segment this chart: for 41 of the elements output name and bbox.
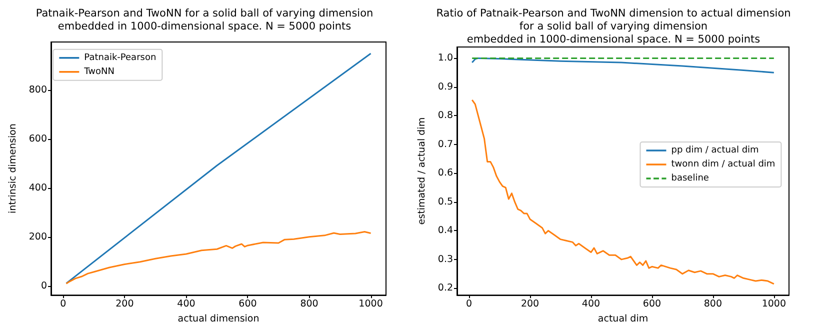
x-axis-title: actual dim	[598, 314, 648, 324]
legend-label: TwoNN	[83, 66, 115, 77]
x-tick-label: 800	[704, 298, 722, 310]
y-tick-label: 0.2	[438, 282, 454, 294]
legend-label: pp dim / actual dim	[671, 146, 759, 156]
legend-label: baseline	[671, 174, 710, 184]
line-series	[471, 57, 775, 74]
y-tick-label: 0	[40, 280, 48, 292]
x-tick-label: 1000	[358, 298, 383, 310]
y-tick-label: 0.6	[438, 168, 454, 179]
y-tick-label: 400	[28, 182, 48, 194]
y-tick-label: 600	[28, 134, 48, 145]
x-tick-label: 400	[177, 298, 196, 310]
y-tick-label: 800	[28, 84, 48, 96]
x-tick-label: 600	[642, 298, 662, 310]
x-tick-label: 1000	[762, 298, 786, 310]
y-axis-title: estimated / actual dim	[416, 117, 428, 225]
x-tick-label: 600	[238, 298, 257, 310]
x-tick-label: 200	[520, 298, 540, 310]
y-tick-label: 0.7	[438, 138, 454, 150]
line-series	[66, 52, 372, 284]
line-series	[66, 231, 372, 284]
x-tick-label: 0	[466, 298, 472, 310]
y-tick-label: 0.4	[438, 225, 454, 236]
x-tick-label: 800	[300, 298, 318, 310]
x-axis-title: actual dimension	[178, 314, 260, 324]
y-tick-label: 1.0	[438, 52, 454, 64]
y-tick-label: 0.8	[438, 110, 454, 122]
x-tick-label: 200	[116, 298, 134, 310]
y-tick-label: 0.9	[438, 81, 454, 92]
chart-title: Patnaik-Pearson and TwoNN for a solid ball of varying dimension embedded in 1000-dimensional space. N = 5000 points	[36, 8, 374, 32]
y-axis-title: intrinsic dimension	[8, 124, 18, 214]
y-tick-label: 200	[28, 231, 48, 242]
x-tick-label: 400	[582, 298, 600, 310]
x-tick-label: 0	[60, 298, 66, 310]
y-tick-label: 0.5	[438, 196, 454, 208]
line-series	[471, 99, 775, 285]
chart-title: Ratio of Patnaik-Pearson and TwoNN dimension to actual dimension for a solid ball of varying dimension embedded in 1000-dimensional space. N = 5000 points	[436, 8, 791, 46]
legend-label: Patnaik-Pearson	[84, 52, 156, 63]
y-tick-label: 0.3	[438, 254, 454, 265]
legend-label: twonn dim / actual dim	[671, 160, 776, 170]
